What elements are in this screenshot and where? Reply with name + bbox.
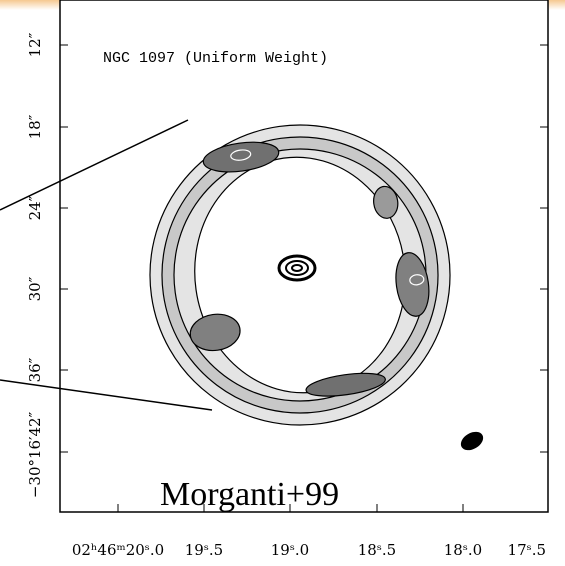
y-tick-label: 30″ [26, 276, 44, 301]
nucleus [277, 254, 317, 282]
x-tick-label: 17ˢ.5 [508, 541, 546, 559]
y-tick-label: 18″ [26, 114, 44, 139]
pointer-line [0, 379, 213, 411]
y-tick-label: −30°16′42″ [26, 411, 44, 498]
x-tick-label: 19ˢ.5 [185, 541, 223, 559]
x-tick-label: 18ˢ.0 [444, 541, 482, 559]
title: NGC 1097 (Uniform Weight) [103, 50, 328, 67]
beam [460, 431, 484, 451]
x-tick-label: 18ˢ.5 [358, 541, 396, 559]
x-tick-label: 19ˢ.0 [271, 541, 309, 559]
pointer-line [0, 119, 189, 211]
x-tick-label: 02ʰ46ᵐ20ˢ.0 [72, 541, 164, 559]
y-tick-label: 12″ [26, 32, 44, 57]
y-tick-label: 24″ [26, 195, 44, 220]
annotation: Morganti+99 [160, 476, 339, 513]
y-tick-label: 36″ [26, 357, 44, 382]
